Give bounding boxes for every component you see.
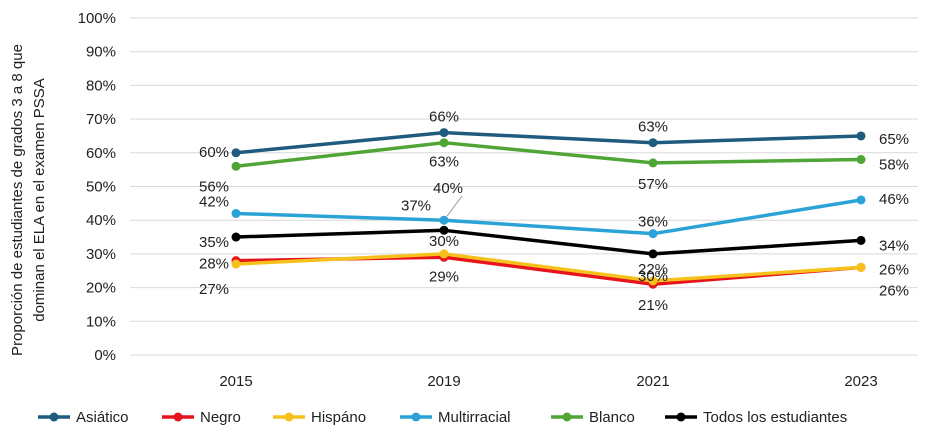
legend-label-negro: Negro	[200, 409, 241, 426]
data-label-hispano: 26%	[879, 282, 909, 299]
data-label-asiatico: 66%	[429, 109, 459, 126]
data-label-asiatico: 60%	[199, 144, 229, 161]
series-lines	[231, 128, 866, 289]
data-point-todos-los-estudiantes	[439, 225, 449, 235]
data-label-negro: 26%	[879, 261, 909, 278]
y-tick-label: 100%	[78, 10, 116, 27]
data-label-todos-los-estudiantes: 30%	[638, 268, 668, 285]
x-tick-label: 2015	[219, 373, 252, 390]
y-axis-title: Proporción de estudiantes de grados 3 a …	[9, 44, 48, 356]
data-point-asiatico	[231, 148, 241, 158]
data-label-asiatico: 65%	[879, 131, 909, 148]
data-point-multirracial	[648, 229, 658, 239]
y-axis-title-line-1: Proporción de estudiantes de grados 3 a …	[9, 44, 26, 356]
y-axis-title-line-2: dominan el ELA en el examen PSSA	[31, 78, 48, 322]
legend-marker-negro	[173, 412, 183, 422]
legend-label-blanco: Blanco	[589, 409, 635, 426]
y-tick-label: 0%	[94, 347, 116, 364]
data-label-negro: 28%	[199, 256, 229, 273]
y-tick-label: 60%	[86, 145, 116, 162]
legend-marker-hispano	[284, 412, 294, 422]
y-tick-label: 70%	[86, 111, 116, 128]
legend: Asiático Negro Hispáno Multirracial Blanco To…	[38, 409, 847, 426]
legend-label-multirracial: Multirracial	[438, 409, 511, 426]
data-point-todos-los-estudiantes	[856, 235, 866, 245]
legend-marker-asiatico	[49, 412, 59, 422]
data-point-hispano	[439, 249, 449, 259]
data-label-multirracial: 36%	[638, 214, 668, 231]
x-tick-label: 2021	[636, 373, 669, 390]
x-tick-label: 2023	[844, 373, 877, 390]
data-label-blanco: 63%	[429, 154, 459, 171]
data-point-todos-los-estudiantes	[231, 232, 241, 242]
data-labels: 60%66%63%65%28%29%21%26%27%30%22%26%42%4…	[199, 109, 909, 315]
y-tick-label: 80%	[86, 77, 116, 94]
data-point-asiatico	[648, 138, 658, 148]
data-label-hispano: 22%	[638, 261, 668, 278]
legend-marker-blanco	[562, 412, 572, 422]
data-point-multirracial	[439, 215, 449, 225]
series-line-asiatico	[235, 130, 862, 155]
series-line-hispano	[235, 252, 862, 283]
data-point-asiatico	[439, 128, 449, 138]
y-tick-label: 30%	[86, 246, 116, 263]
legend-marker-todos-los-estudiantes	[676, 412, 686, 422]
data-label-multirracial: 42%	[199, 193, 229, 210]
series-line-blanco	[235, 140, 862, 169]
data-label-negro: 21%	[638, 297, 668, 314]
data-label-todos-los-estudiantes: 35%	[199, 234, 229, 251]
y-axis-ticks: 0% 10% 20% 30% 40% 50% 60% 70% 80% 90% 100%	[78, 10, 116, 364]
data-label-todos-los-estudiantes: 34%	[879, 237, 909, 254]
x-axis-ticks: 2015 2019 2021 2023	[219, 373, 877, 390]
y-tick-label: 90%	[86, 44, 116, 61]
data-point-blanco	[648, 158, 658, 168]
data-point-blanco	[439, 138, 449, 148]
data-label-multirracial: 46%	[879, 191, 909, 208]
data-point-hispano	[231, 259, 241, 269]
data-label-blanco: 57%	[638, 176, 668, 193]
x-tick-label: 2019	[427, 373, 460, 390]
data-point-todos-los-estudiantes	[648, 249, 658, 259]
data-label-blanco: 58%	[879, 157, 909, 174]
data-label-hispano: 27%	[199, 281, 229, 298]
y-tick-label: 40%	[86, 212, 116, 229]
data-label-asiatico: 63%	[638, 119, 668, 136]
data-point-asiatico	[856, 131, 866, 141]
y-tick-label: 10%	[86, 313, 116, 330]
data-point-multirracial	[231, 208, 241, 218]
series-line-negro	[235, 255, 862, 286]
data-point-blanco	[231, 161, 241, 171]
legend-marker-multirracial	[411, 412, 421, 422]
series-line-multirracial	[235, 198, 862, 236]
series-line-todos-los-estudiantes	[235, 228, 862, 256]
data-label-multirracial: 40%	[433, 180, 463, 197]
data-point-multirracial	[856, 195, 866, 205]
data-point-hispano	[648, 276, 658, 286]
data-label-todos-los-estudiantes: 37%	[401, 197, 431, 214]
data-label-negro: 29%	[429, 268, 459, 285]
y-tick-label: 50%	[86, 179, 116, 196]
data-label-blanco: 56%	[199, 178, 229, 195]
legend-label-asiatico: Asiático	[76, 409, 129, 426]
gridlines	[130, 17, 918, 356]
leader-line	[446, 195, 463, 217]
data-point-hispano	[856, 262, 866, 272]
legend-label-hispano: Hispáno	[311, 409, 366, 426]
data-point-blanco	[856, 155, 866, 165]
leader-lines	[446, 195, 463, 217]
y-tick-label: 20%	[86, 280, 116, 297]
data-label-hispano: 30%	[429, 233, 459, 250]
legend-label-todos-los-estudiantes: Todos los estudiantes	[703, 409, 847, 426]
